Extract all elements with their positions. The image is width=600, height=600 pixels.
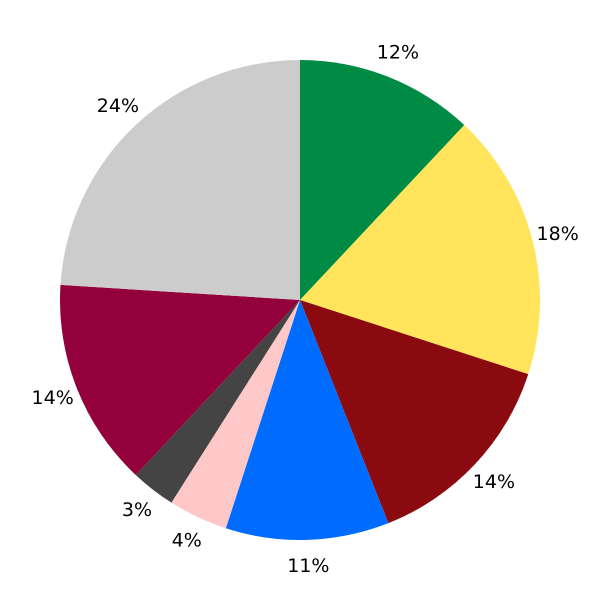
pie-slice	[225, 300, 389, 540]
pie-slice	[171, 300, 300, 529]
slice-label: 14%	[32, 387, 74, 409]
pie-slice	[60, 60, 300, 300]
slice-label: 12%	[377, 42, 419, 64]
slice-label: 24%	[97, 95, 139, 117]
pie-slice	[300, 300, 529, 524]
slice-label: 14%	[473, 471, 515, 493]
pie-slice	[135, 300, 300, 503]
pie-slice	[300, 125, 540, 375]
slice-label: 4%	[172, 530, 202, 552]
slice-label: 18%	[537, 223, 579, 245]
pie-slice	[59, 284, 300, 475]
pie-slice	[300, 60, 465, 300]
slice-label: 3%	[122, 499, 152, 521]
slice-label: 11%	[287, 555, 329, 577]
